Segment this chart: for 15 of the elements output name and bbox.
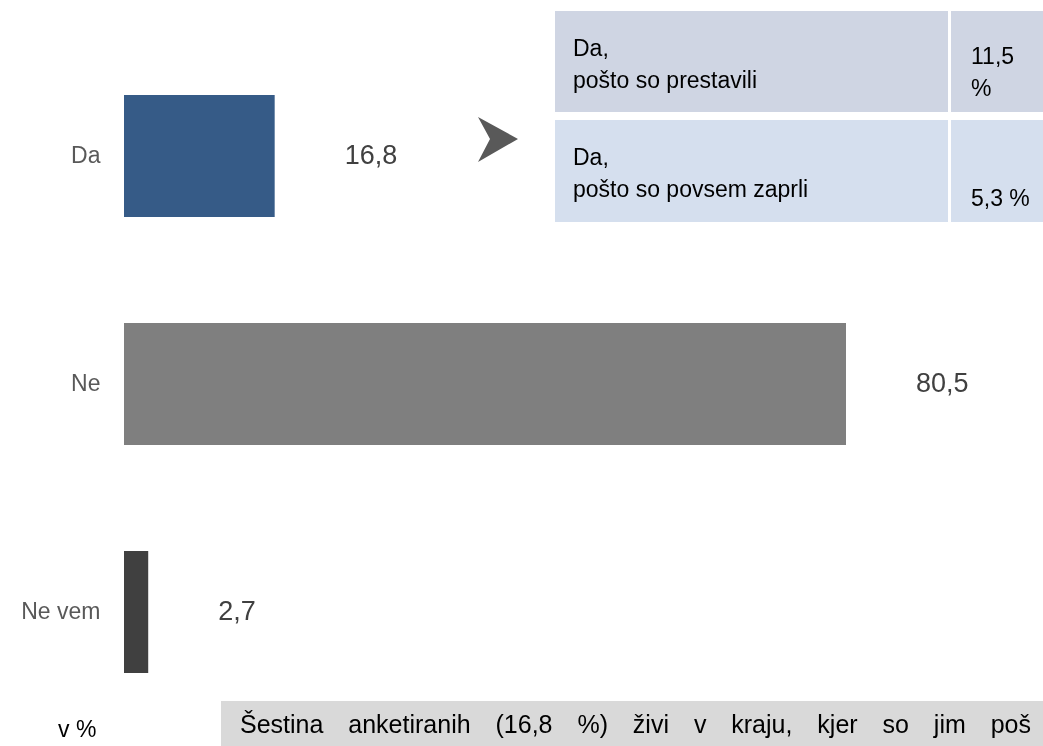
y-tick-label: Ne — [71, 370, 101, 396]
text: v % — [58, 716, 97, 743]
y-tick-label: Da — [71, 142, 101, 168]
table-cell: 11,5 % — [951, 11, 1043, 112]
text-box: Šestina anketiranih (16,8 %) živi v kraju, kjer so jim poš — [221, 701, 1043, 746]
data-label: 80,5 — [916, 368, 969, 398]
table-cell: Da, pošto so povsem zaprli — [555, 120, 948, 222]
data-label: 2,7 — [218, 596, 256, 626]
y-tick-label: Ne vem — [21, 598, 101, 624]
data-label: 16,8 — [344, 140, 398, 170]
annotation: Da, pošto so povsem zaprli — [573, 143, 809, 204]
table-cell: Da, pošto so prestavili — [555, 11, 948, 112]
annotation: Da, pošto so prestavili — [573, 34, 758, 95]
annotation: Šestina anketiranih (16,8 %) živi v kraju, kjer so jim poš — [240, 710, 1031, 739]
table-cell: 5,3 % — [951, 120, 1043, 222]
